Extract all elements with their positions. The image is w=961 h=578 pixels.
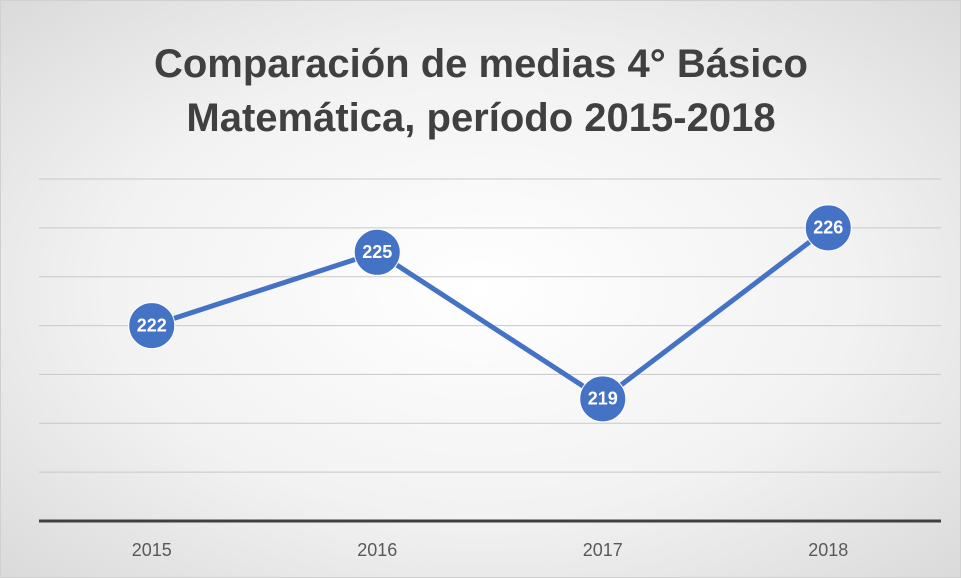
chart-title: Comparación de medias 4° Básico Matemáti… <box>153 42 808 140</box>
x-tick-label: 2016 <box>357 540 397 560</box>
line <box>150 225 830 402</box>
data-label: 219 <box>588 389 618 409</box>
data-label: 222 <box>137 315 167 335</box>
marker <box>353 228 401 276</box>
marker <box>804 204 852 252</box>
marker <box>128 302 176 350</box>
marker <box>579 375 627 423</box>
data-label: 226 <box>813 218 843 238</box>
x-tick-label: 2018 <box>808 540 848 560</box>
x-tick-label: 2015 <box>132 540 172 560</box>
x-tick-label: 2017 <box>583 540 623 560</box>
data-label: 225 <box>362 242 392 262</box>
